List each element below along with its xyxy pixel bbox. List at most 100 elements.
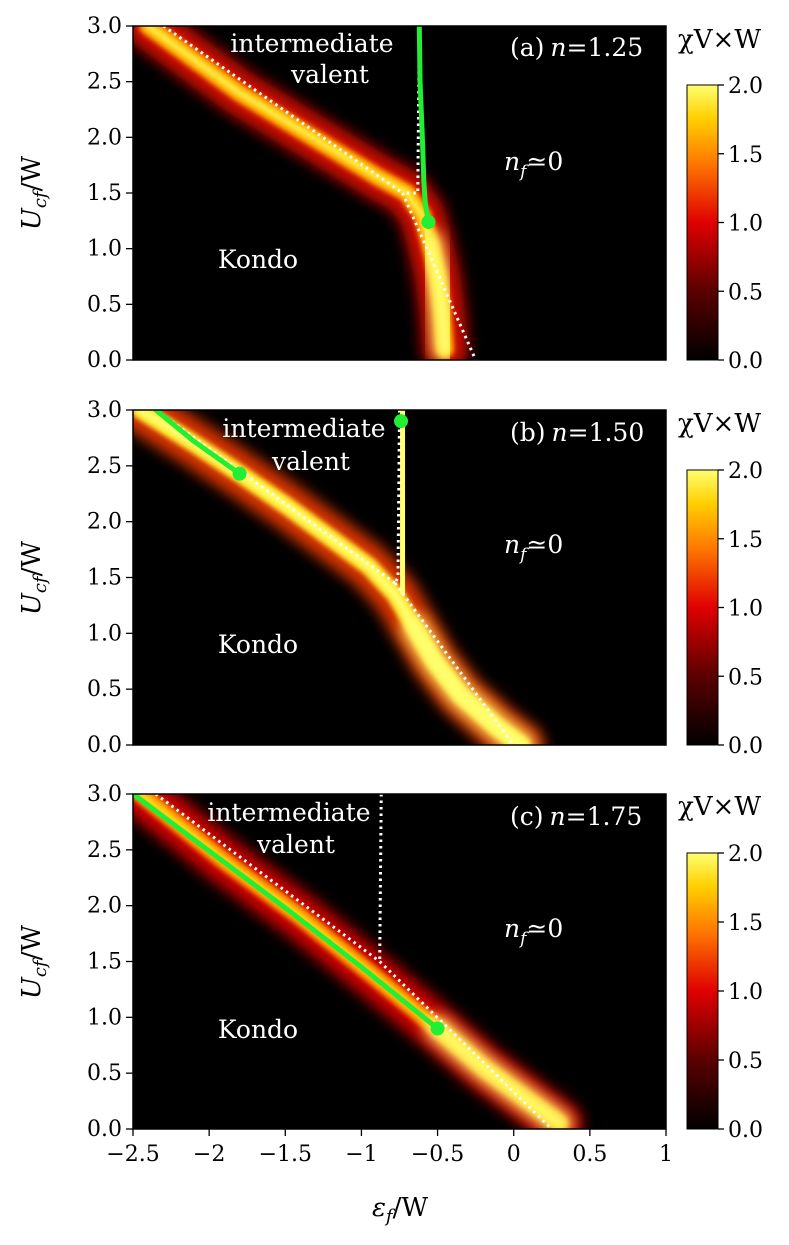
x-tick-label: −1.5: [259, 1142, 312, 1167]
first-order-line: [153, 410, 243, 477]
colorbar-label: χV×W: [678, 25, 761, 55]
boundary-dotted-line: [402, 26, 421, 195]
y-tick-label: 1.0: [87, 237, 122, 262]
y-tick-label: 0.5: [87, 1061, 122, 1086]
colorbar-gradient: [686, 84, 719, 361]
y-tick-label: 2.0: [87, 125, 122, 150]
intermediate-label: intermediate: [230, 29, 393, 58]
intermediate-label: intermediate: [207, 798, 370, 827]
y-axis-label: Ucf/W: [17, 925, 51, 999]
nf-label: nf≃0: [504, 530, 563, 565]
colorbar-tick-label: 0.0: [728, 734, 763, 759]
kondo-label: Kondo: [218, 630, 298, 659]
nf-sub: f: [518, 545, 529, 565]
y-tick-label: 1.5: [87, 566, 122, 591]
y-tick-label: 3.0: [87, 398, 122, 423]
critical-point-2: [394, 414, 409, 429]
x-tick-label: 0.5: [572, 1142, 607, 1167]
colorbar-gradient: [686, 852, 719, 1130]
boundary-dotted-line: [401, 192, 478, 360]
first-order-line: [416, 26, 431, 225]
nf-label: nf≃0: [504, 914, 563, 949]
colorbar-tick-label: 1.5: [728, 911, 763, 936]
y-tick-label: 2.5: [87, 838, 122, 863]
y-tick-label: 2.0: [87, 894, 122, 919]
x-axis-label: εf/W: [372, 1193, 428, 1227]
y-tick-label: 0.0: [87, 733, 122, 758]
n-var: n: [550, 33, 566, 62]
y-tick-label: 1.0: [87, 621, 122, 646]
boundary-dotted-line: [378, 794, 383, 962]
nf-sub: f: [518, 162, 529, 182]
boundary-dotted-line: [393, 582, 515, 745]
colorbar-tick-label: 1.5: [728, 528, 763, 553]
nf-sub: f: [518, 929, 529, 949]
colorbar-gradient: [686, 469, 719, 746]
x-tick-label: −0.5: [411, 1142, 464, 1167]
kondo-label: Kondo: [218, 245, 298, 274]
n-value: =1.75: [566, 802, 643, 831]
x-tick-label: 1: [659, 1142, 673, 1167]
kondo-label: Kondo: [218, 1015, 298, 1044]
y-tick-label: 3.0: [87, 14, 122, 39]
panel-b: 0.0 0.5 1.0 1.5 2.0 2.5 3.0 Kondo intermediate…: [17, 398, 763, 759]
n-value: =1.50: [568, 418, 645, 447]
panel-label: (b) n=1.50: [510, 418, 644, 447]
nf-rest: ≃0: [526, 914, 563, 943]
panel-label: (a) n=1.25: [510, 33, 643, 62]
n-value: =1.25: [567, 33, 644, 62]
critical-point: [421, 214, 436, 229]
y-tick-label: 2.5: [87, 454, 122, 479]
panel-letter: (b): [510, 418, 546, 447]
first-order-line: [133, 794, 441, 1031]
nf-var: n: [504, 147, 520, 176]
y-label-rest: /W: [17, 156, 47, 192]
nf-label: nf≃0: [504, 147, 563, 182]
x-tick-label: −1: [345, 1142, 377, 1167]
overlay-b: [153, 410, 515, 745]
colorbar-ticks: 0.0 0.5 1.0 1.5 2.0: [718, 842, 763, 1143]
y-label-rest: /W: [17, 541, 47, 577]
colorbar-tick-label: 2.0: [728, 459, 763, 484]
boundary-dotted-line: [154, 794, 381, 963]
colorbar-tick-label: 2.0: [728, 74, 763, 99]
ridge-bright-tail: [416, 230, 459, 360]
ridge-bright-tail: [401, 614, 535, 745]
y-tick-label: 2.0: [87, 510, 122, 535]
y-tick-label: 0.5: [87, 677, 122, 702]
colorbar-tick-label: 0.5: [728, 1049, 763, 1074]
overlay-a: [162, 26, 478, 360]
colorbar: χV×W 0.0 0.5 1.0 1.5 2.0: [678, 409, 763, 759]
colorbar-ticks: 0.0 0.5 1.0 1.5 2.0: [718, 74, 763, 374]
valent-label: valent: [271, 447, 350, 476]
x-axis-ticks: −2.5 −2 −1.5 −1 −0.5 0 0.5 1: [106, 1129, 673, 1167]
y-axis-ticks: 0.0 0.5 1.0 1.5 2.0 2.5 3.0: [87, 398, 133, 758]
valent-label: valent: [290, 60, 369, 89]
y-axis-label: Ucf/W: [17, 541, 51, 615]
intermediate-label: intermediate: [222, 414, 385, 443]
y-tick-label: 1.0: [87, 1005, 122, 1030]
colorbar-label: χV×W: [678, 409, 761, 439]
colorbar-tick-label: 2.0: [728, 842, 763, 867]
colorbar-tick-label: 0.0: [728, 1118, 763, 1143]
colorbar-tick-label: 1.0: [728, 980, 763, 1005]
colorbar: χV×W 0.0 0.5 1.0 1.5 2.0: [678, 792, 763, 1143]
critical-point: [430, 1021, 445, 1036]
nf-rest: ≃0: [526, 147, 563, 176]
y-axis-ticks: 0.0 0.5 1.0 1.5 2.0 2.5 3.0: [87, 14, 133, 373]
y-label-var: U: [17, 592, 47, 615]
y-label-var: U: [17, 976, 47, 999]
colorbar-label: χV×W: [678, 792, 761, 822]
nf-var: n: [504, 914, 520, 943]
y-axis-ticks: 0.0 0.5 1.0 1.5 2.0 2.5 3.0: [87, 782, 133, 1142]
x-tick-label: −2.5: [106, 1142, 159, 1167]
y-label-rest: /W: [17, 925, 47, 961]
panel-label: (c) n=1.75: [510, 802, 642, 831]
colorbar-tick-label: 0.0: [728, 349, 763, 374]
heatmap-a: [133, 26, 469, 360]
y-label-var: U: [17, 207, 47, 230]
colorbar-tick-label: 1.0: [728, 212, 763, 237]
colorbar: χV×W 0.0 0.5 1.0 1.5 2.0: [678, 25, 763, 374]
panel-c: 0.0 0.5 1.0 1.5 2.0 2.5 3.0 −2.5 −2 −1.5 −1 −0.5 0 0…: [17, 782, 763, 1227]
